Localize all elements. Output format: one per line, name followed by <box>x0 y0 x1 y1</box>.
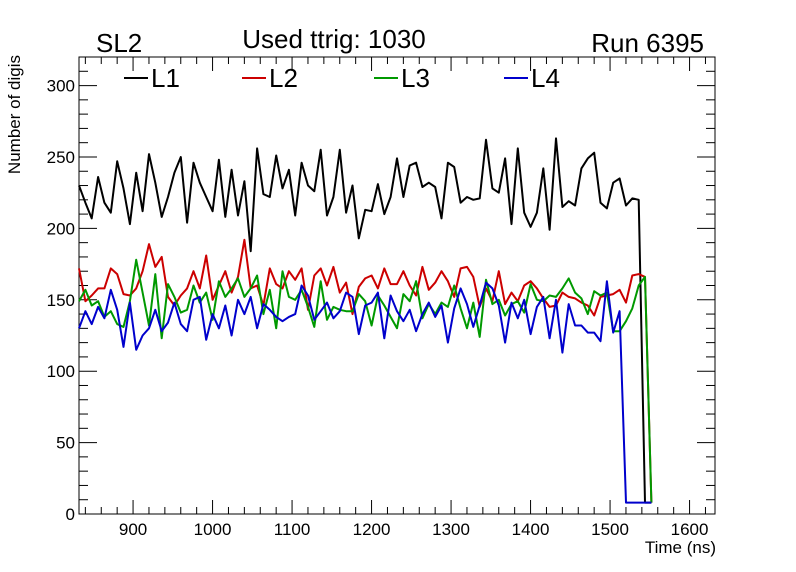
legend: L1 L2 L3 L4 <box>124 63 560 93</box>
axis-ticks <box>79 56 715 515</box>
x-tick-label: 1500 <box>591 520 629 539</box>
y-tick-label: 300 <box>47 77 75 96</box>
x-tick-label: 900 <box>119 520 147 539</box>
series-line-l1 <box>78 137 652 504</box>
y-tick-label: 50 <box>56 434 75 453</box>
legend-label-l3: L3 <box>401 63 430 93</box>
x-axis-title: Time (ns) <box>645 538 716 557</box>
series-line-l4 <box>78 280 652 504</box>
header-right-label: Run 6395 <box>591 28 704 58</box>
chart-title: Used ttrig: 1030 <box>242 24 426 54</box>
y-tick-label: 200 <box>47 219 75 238</box>
header-left-label: SL2 <box>96 28 142 58</box>
x-tick-label: 1000 <box>194 520 232 539</box>
tick-labels: 900 1000 1100 1200 1300 1400 1500 1600 0 50 100 150… <box>47 77 709 539</box>
y-tick-label: 0 <box>66 505 75 524</box>
y-axis-title: Number of digis <box>5 55 24 174</box>
x-tick-label: 1400 <box>512 520 550 539</box>
legend-label-l4: L4 <box>531 63 560 93</box>
x-tick-label: 1600 <box>671 520 709 539</box>
y-tick-label: 150 <box>47 291 75 310</box>
legend-label-l1: L1 <box>151 63 180 93</box>
series-line-l3 <box>78 258 653 503</box>
y-tick-label: 100 <box>47 362 75 381</box>
x-tick-label: 1300 <box>432 520 470 539</box>
series-lines <box>78 137 653 504</box>
x-tick-label: 1200 <box>353 520 391 539</box>
x-tick-label: 1100 <box>274 520 311 539</box>
y-tick-label: 250 <box>47 148 75 167</box>
legend-label-l2: L2 <box>269 63 298 93</box>
